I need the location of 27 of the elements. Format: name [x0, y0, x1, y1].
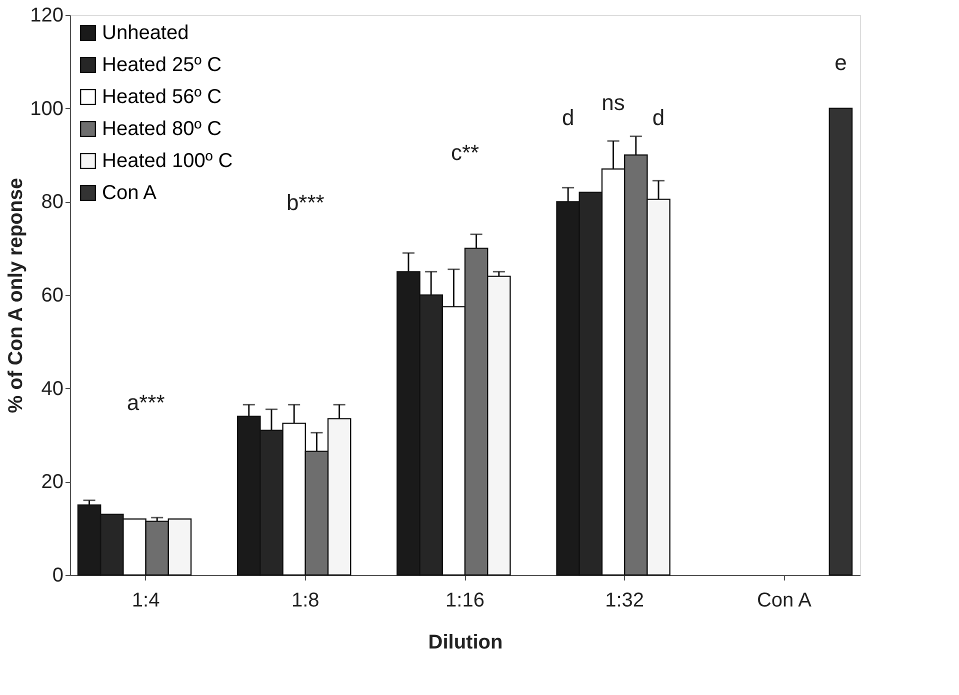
- annotation: d: [652, 105, 665, 130]
- x-tick-label: Con A: [756, 590, 812, 612]
- annotation: a***: [126, 390, 166, 415]
- annotation: c**: [450, 140, 480, 165]
- legend-label: Unheated: [102, 22, 189, 44]
- legend-label: Heated 56º C: [102, 86, 222, 108]
- y-tick-label: 100: [30, 98, 64, 120]
- y-tick-label: 40: [41, 378, 64, 400]
- y-tick-label: 60: [41, 284, 64, 306]
- x-tick-label: 1:32: [605, 590, 644, 612]
- x-tick-label: 1:8: [292, 590, 320, 612]
- annotation: d: [562, 105, 574, 130]
- annotation: b***: [286, 190, 325, 215]
- annotation: ns: [602, 90, 625, 115]
- y-tick-label: 20: [41, 471, 64, 494]
- annotation: e: [834, 50, 847, 75]
- y-tick-label: 0: [52, 564, 64, 586]
- legend-label: Heated 100º C: [102, 150, 233, 172]
- legend-label: Heated 80º C: [102, 118, 222, 140]
- y-axis-title: % of Con A only reponse: [5, 178, 28, 414]
- x-axis-title: Dilution: [428, 632, 503, 654]
- x-tick-label: 1:16: [446, 590, 484, 612]
- y-tick-label: 120: [30, 4, 64, 26]
- legend-label: Con A: [102, 182, 158, 204]
- legend-label: Heated 25º C: [102, 54, 222, 76]
- x-tick-label: 1:4: [132, 590, 160, 612]
- y-tick-label: 80: [41, 191, 64, 214]
